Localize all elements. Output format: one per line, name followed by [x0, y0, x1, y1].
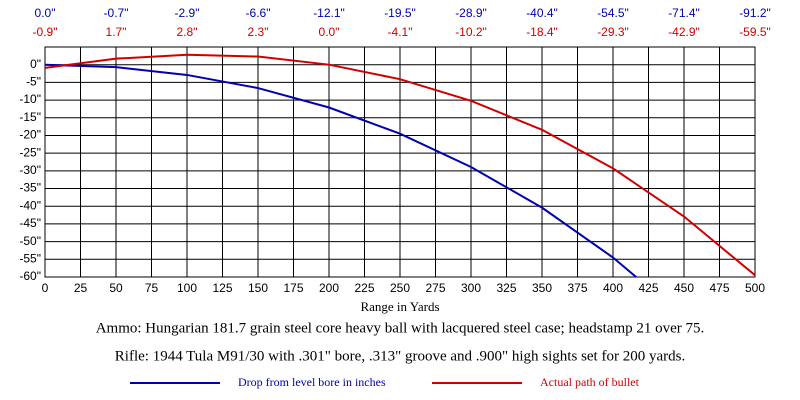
value-label: -59.5"	[739, 25, 771, 39]
x-tick-label: 100	[177, 281, 197, 295]
x-tick-label: 425	[638, 281, 658, 295]
note: Ammo: Hungarian 181.7 grain steel core h…	[96, 320, 705, 336]
value-label: -10.2"	[455, 25, 487, 39]
y-tick-label: -50"	[19, 234, 41, 248]
x-tick-label: 175	[283, 281, 303, 295]
x-tick-label: 125	[212, 281, 232, 295]
value-label: -12.1"	[313, 6, 345, 20]
y-tick-label: -40"	[19, 198, 41, 212]
x-tick-label: 275	[425, 281, 445, 295]
x-tick-label: 300	[461, 281, 481, 295]
x-tick-label: 50	[109, 281, 123, 295]
value-label: -18.4"	[526, 25, 558, 39]
value-label: 2.8"	[177, 25, 198, 39]
x-tick-label: 75	[145, 281, 159, 295]
value-label: -6.6"	[246, 6, 271, 20]
value-label: -4.1"	[388, 25, 413, 39]
x-tick-label: 0	[42, 281, 49, 295]
plot-border	[44, 46, 756, 278]
value-label: -28.9"	[455, 6, 487, 20]
x-tick-label: 250	[390, 281, 410, 295]
line	[45, 63, 638, 277]
x-tick-label: 225	[354, 281, 374, 295]
y-tick-label: -25"	[19, 145, 41, 159]
y-tick-label: -10"	[19, 92, 41, 106]
x-tick-label: 350	[532, 281, 552, 295]
x-axis-label: Range in Yards	[360, 299, 439, 314]
y-tick-label: -35"	[19, 181, 41, 195]
value-label: -54.5"	[597, 6, 629, 20]
y-tick-label: 0"	[30, 57, 41, 71]
y-tick-label: -15"	[19, 110, 41, 124]
x-tick-label: 475	[709, 281, 729, 295]
y-tick-label: -5"	[26, 75, 41, 89]
value-label: -40.4"	[526, 6, 558, 20]
legend-label: Actual path of bullet	[540, 375, 640, 389]
value-label: -71.4"	[668, 6, 700, 20]
x-tick-label: 25	[74, 281, 88, 295]
x-tick-label: 450	[674, 281, 694, 295]
note: Rifle: 1944 Tula M91/30 with .301" bore,…	[115, 348, 685, 364]
x-tick-label: 500	[745, 281, 765, 295]
value-label: -0.7"	[104, 6, 129, 20]
x-tick-label: 375	[567, 281, 587, 295]
y-tick-label: -20"	[19, 128, 41, 142]
value-label: -29.3"	[597, 25, 629, 39]
y-tick-label: -55"	[19, 251, 41, 265]
value-label: 0.0"	[35, 6, 56, 20]
y-tick-label: -45"	[19, 216, 41, 230]
value-label: 1.7"	[106, 25, 127, 39]
value-label: 0.0"	[319, 25, 340, 39]
x-tick-label: 150	[248, 281, 268, 295]
y-tick-label: -30"	[19, 163, 41, 177]
value-label: -42.9"	[668, 25, 700, 39]
value-label: -91.2"	[739, 6, 771, 20]
value-label: 2.3"	[248, 25, 269, 39]
legend-label: Drop from level bore in inches	[238, 375, 386, 389]
x-tick-label: 325	[496, 281, 516, 295]
value-label: -0.9"	[33, 25, 58, 39]
value-label: -2.9"	[175, 6, 200, 20]
x-tick-label: 400	[603, 281, 623, 295]
value-label: -19.5"	[384, 6, 416, 20]
line	[45, 53, 755, 277]
y-tick-label: -60"	[19, 269, 41, 283]
x-tick-label: 200	[319, 281, 339, 295]
